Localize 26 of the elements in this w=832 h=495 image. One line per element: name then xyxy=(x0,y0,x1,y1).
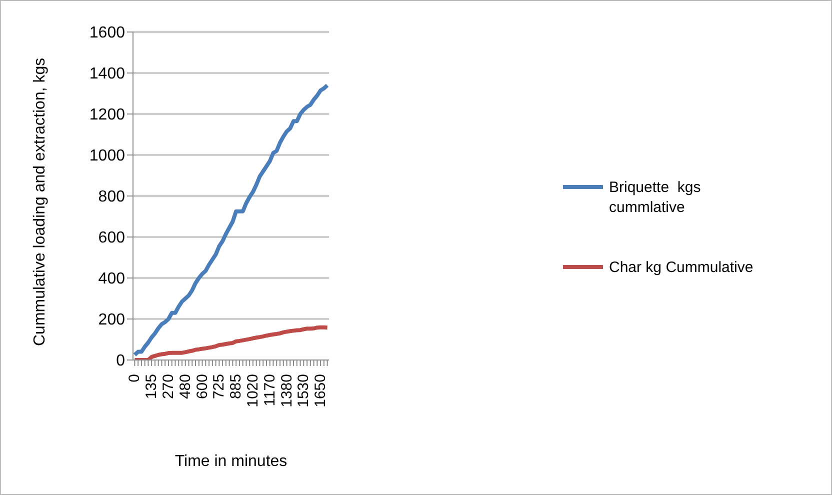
x-tick-label: 480 xyxy=(176,374,194,400)
x-tick-label: 1170 xyxy=(261,374,278,406)
x-tick-label: 1020 xyxy=(244,374,262,408)
x-axis-title: Time in minutes xyxy=(174,453,288,470)
y-tick-label: 200 xyxy=(98,312,126,329)
x-tick-label: 270 xyxy=(160,374,177,400)
y-tick-label: 1400 xyxy=(89,66,126,83)
y-tick-label: 600 xyxy=(98,230,126,247)
line-series xyxy=(132,83,330,357)
x-tick-label: 885 xyxy=(228,374,245,400)
y-tick-label: 1200 xyxy=(89,106,126,124)
x-tick-label: 1650 xyxy=(312,374,330,408)
y-tick-label: 0 xyxy=(116,352,126,370)
y-tick-label: 800 xyxy=(98,188,126,206)
x-tick-label: 600 xyxy=(194,374,211,400)
legend-label: Briquette kgs cummlative xyxy=(609,178,702,218)
x-tick-label: 1380 xyxy=(278,374,296,408)
y-tick-label: 400 xyxy=(98,270,126,288)
x-tick-label: 1530 xyxy=(295,374,312,408)
y-axis-title: Cummulative loading and extraction, kgs xyxy=(32,58,49,346)
x-tick-label: 135 xyxy=(143,374,160,400)
y-tick-label: 1000 xyxy=(89,148,126,165)
x-tick-label: 725 xyxy=(210,374,228,400)
x-tick-label: 0 xyxy=(126,374,144,382)
y-tick-label: 1600 xyxy=(89,24,126,42)
legend-label: Char kg Cummulative xyxy=(609,258,754,278)
